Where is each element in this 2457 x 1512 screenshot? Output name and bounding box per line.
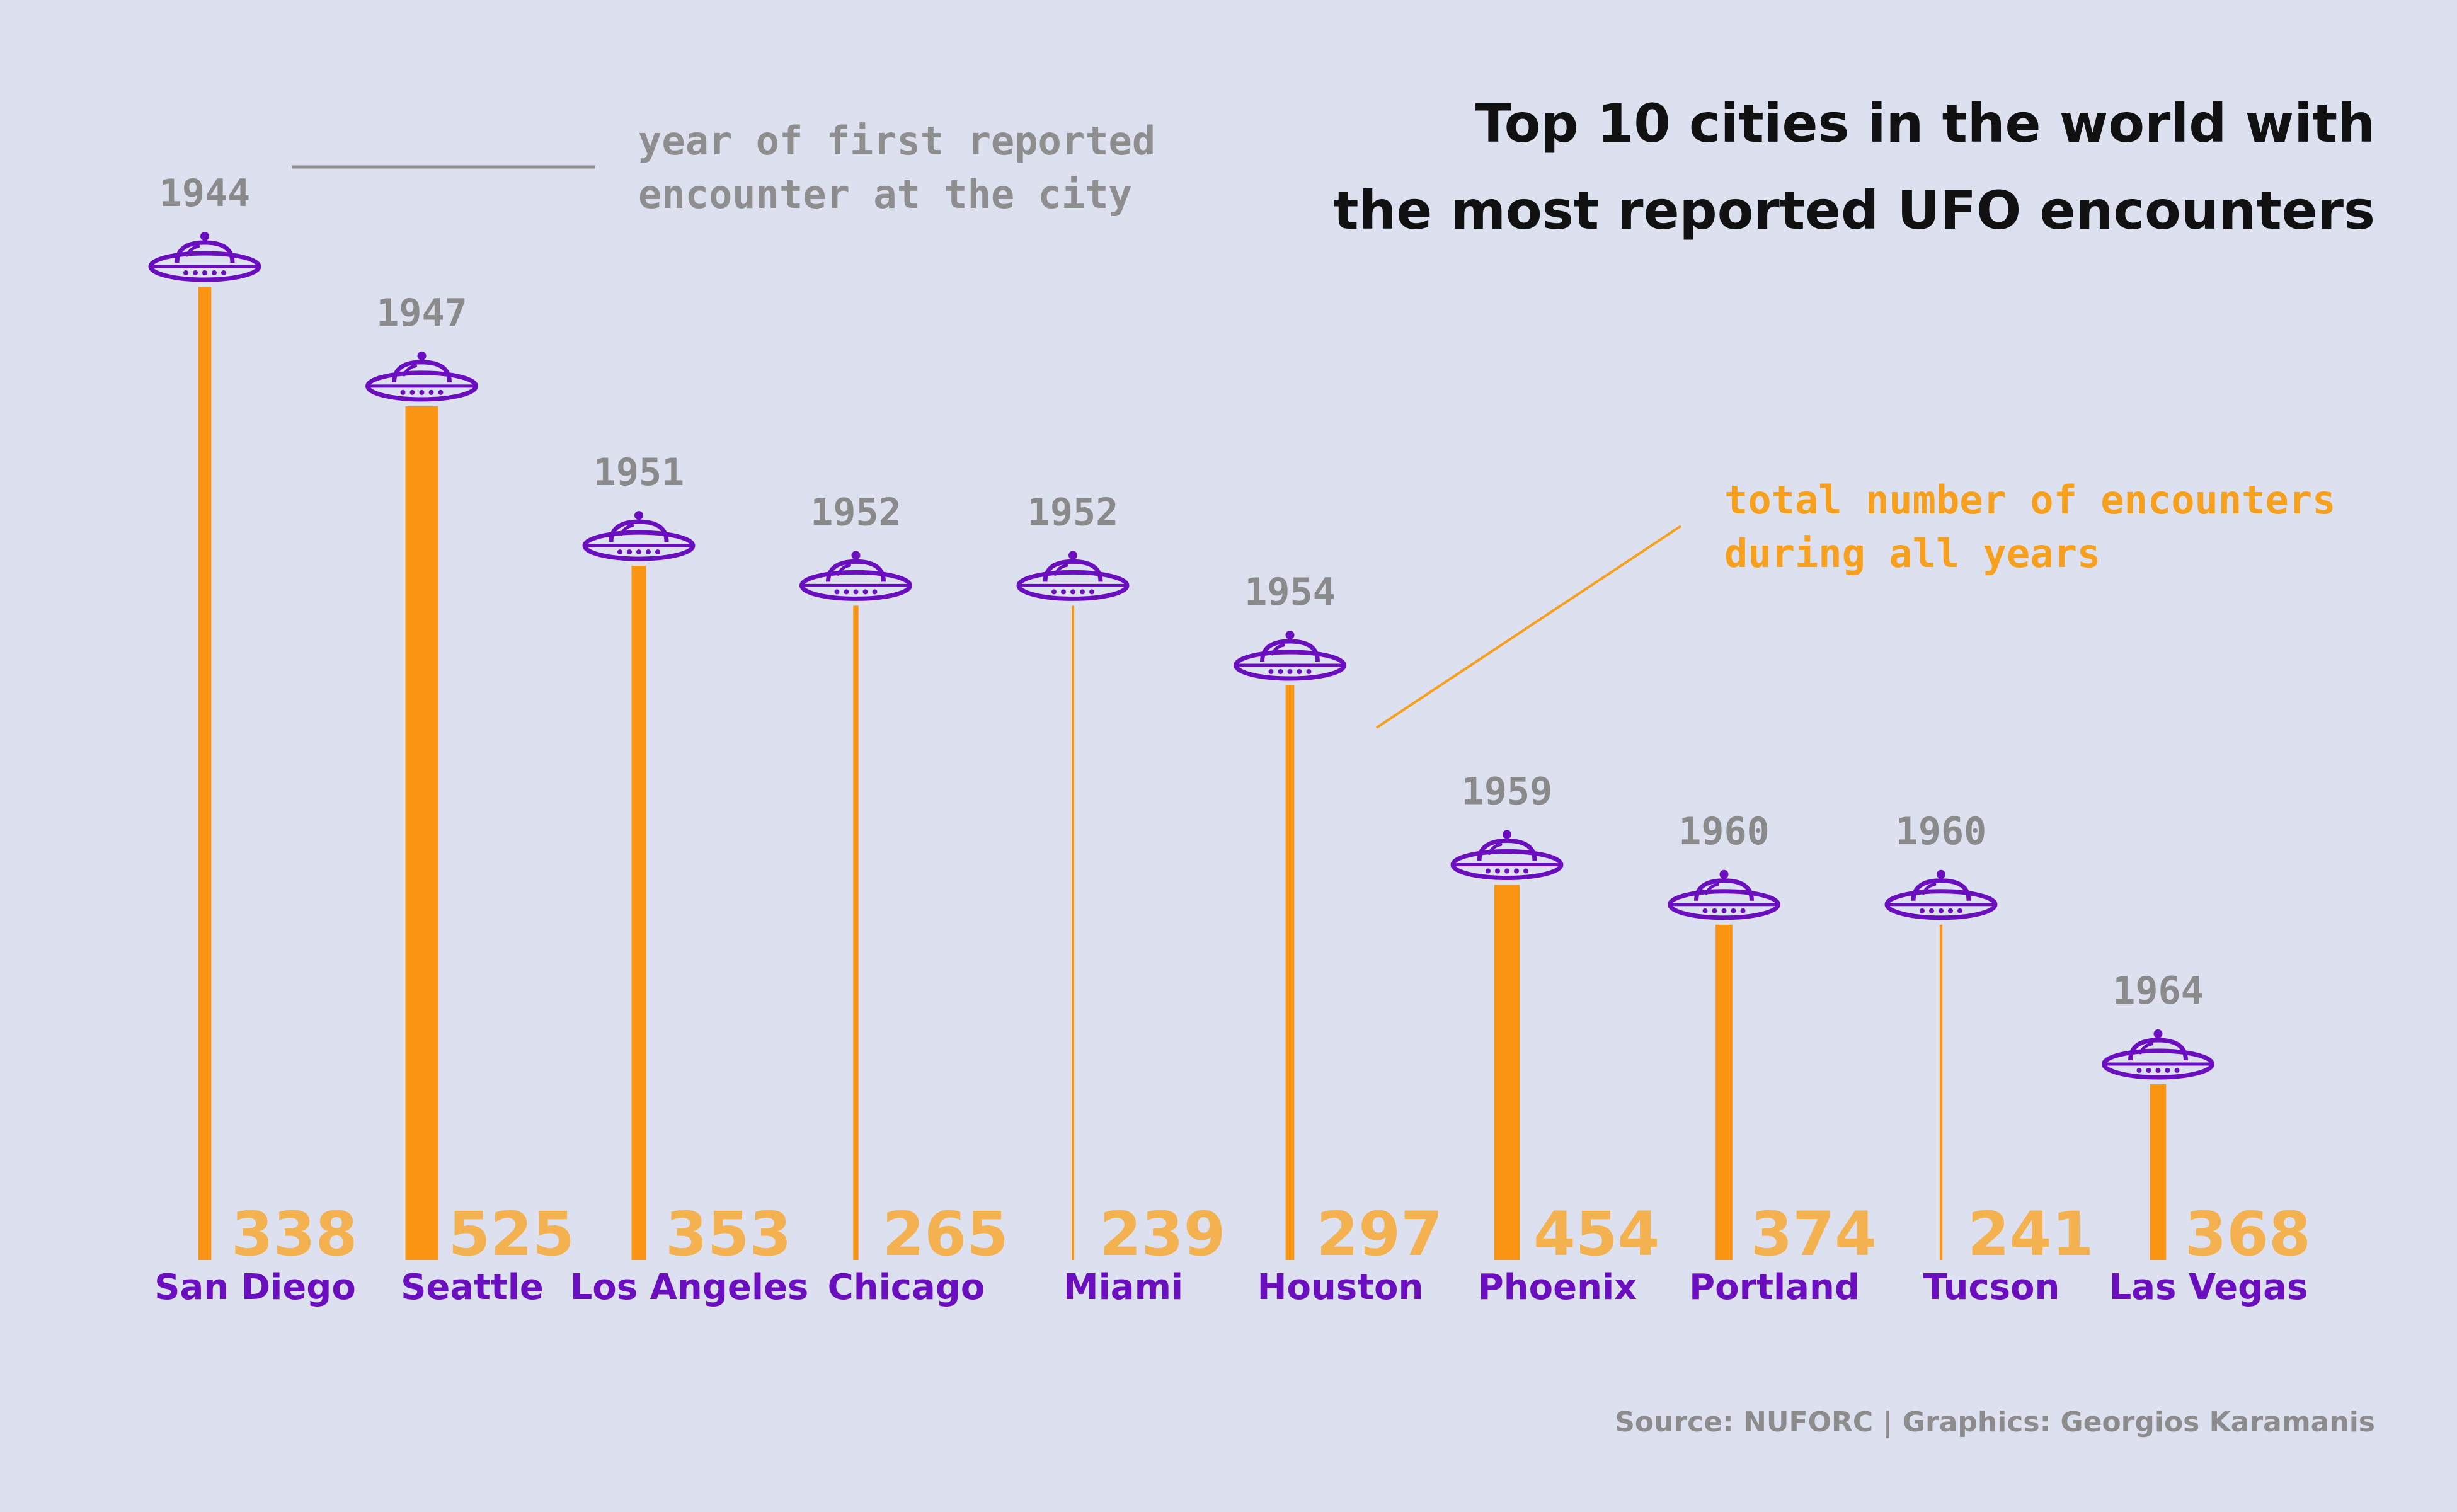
value-label: 353 (665, 1199, 791, 1269)
chart-title-line-2: the most reported UFO encounters (1333, 180, 2375, 241)
year-label: 1964 (2112, 969, 2204, 1013)
bar (853, 605, 859, 1260)
value-label: 368 (2185, 1199, 2311, 1269)
total-note-line-2: during all years (1724, 530, 2100, 576)
bar (1939, 924, 1943, 1260)
chart-title-line-1: Top 10 cities in the world with (1475, 93, 2375, 154)
bar (1715, 924, 1732, 1260)
value-label: 265 (883, 1199, 1009, 1269)
city-label: Houston (1257, 1267, 1424, 1308)
year-label: 1960 (1896, 810, 1987, 854)
bar (405, 406, 438, 1260)
city-label: Miami (1063, 1267, 1183, 1308)
ufo-icon (365, 351, 478, 402)
year-label: 1960 (1678, 810, 1770, 854)
year-note-line-2: encounter at the city (638, 171, 1132, 217)
year-note-line-1: year of first reported (638, 118, 1155, 164)
ufo-icon (2102, 1029, 2214, 1080)
year-label: 1952 (1028, 490, 1119, 534)
ufo-icon (148, 232, 261, 282)
ufo-icon (1668, 869, 1780, 920)
bar (1072, 605, 1074, 1260)
year-label: 1959 (1462, 770, 1553, 814)
bar (1494, 885, 1520, 1260)
city-label: Phoenix (1478, 1267, 1637, 1308)
ufo-icon (1234, 631, 1346, 681)
year-label: 1952 (810, 490, 902, 534)
value-label: 525 (449, 1199, 575, 1269)
bar (1285, 685, 1295, 1260)
value-label: 297 (1317, 1199, 1443, 1269)
source-caption: Source: NUFORC | Graphics: Georgios Kara… (1615, 1406, 2375, 1438)
total-note-line-1: total number of encounters (1724, 477, 2336, 523)
value-label: 241 (1967, 1199, 2093, 1269)
city-label: Portland (1689, 1267, 1860, 1308)
year-label: 1947 (376, 291, 467, 335)
bar (198, 287, 212, 1260)
value-label: 374 (1751, 1199, 1877, 1269)
value-label: 454 (1533, 1199, 1659, 1269)
city-label: Tucson (1923, 1267, 2060, 1308)
value-label: 239 (1099, 1199, 1225, 1269)
ufo-icon (799, 551, 912, 601)
bar (631, 566, 646, 1260)
city-label: Chicago (828, 1267, 985, 1308)
city-label: San Diego (154, 1267, 356, 1308)
ufo-icon (1884, 869, 1998, 920)
value-label: 338 (231, 1199, 357, 1269)
year-label: 1954 (1244, 570, 1336, 614)
city-label: Los Angeles (570, 1267, 809, 1308)
ufo-icon (1016, 551, 1130, 601)
city-label: Las Vegas (2109, 1267, 2308, 1308)
city-label: Seattle (401, 1267, 544, 1308)
bar (2150, 1084, 2167, 1260)
total-note-connector (1375, 525, 1682, 729)
year-label: 1951 (593, 450, 685, 495)
ufo-icon (582, 511, 696, 561)
ufo-icon (1450, 830, 1564, 880)
year-label: 1944 (159, 171, 251, 215)
